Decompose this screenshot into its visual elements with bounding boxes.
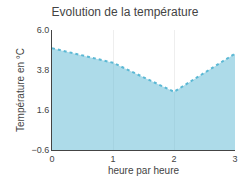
svg-text:Température en °C: Température en °C	[15, 48, 26, 132]
svg-text:1: 1	[110, 154, 115, 164]
svg-text:1.6: 1.6	[37, 105, 50, 115]
svg-text:3.8: 3.8	[37, 65, 50, 75]
svg-text:6.0: 6.0	[37, 25, 50, 35]
svg-text:0: 0	[49, 154, 54, 164]
svg-text:3: 3	[232, 154, 237, 164]
svg-text:2: 2	[171, 154, 176, 164]
svg-text:−0.6: −0.6	[31, 145, 49, 155]
svg-text:Evolution de la température: Evolution de la température	[52, 5, 199, 19]
svg-text:heure par heure: heure par heure	[108, 165, 180, 176]
